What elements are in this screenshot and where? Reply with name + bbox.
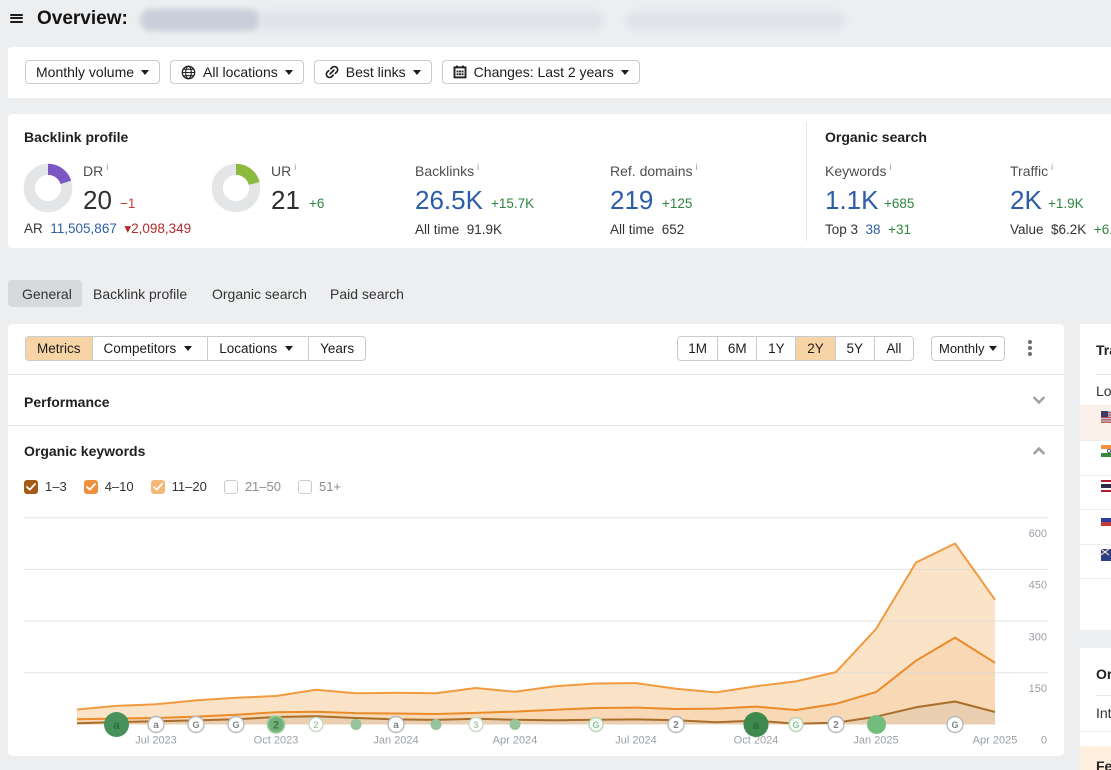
svg-text:0: 0 [1041, 735, 1047, 747]
svg-text:Apr 2025: Apr 2025 [973, 735, 1018, 747]
svg-text:G: G [192, 720, 199, 730]
svg-text:300: 300 [1029, 631, 1047, 643]
svg-text:Jul 2023: Jul 2023 [135, 735, 177, 747]
svg-text:150: 150 [1029, 683, 1047, 695]
svg-text:450: 450 [1029, 580, 1047, 592]
svg-text:Jan 2024: Jan 2024 [373, 735, 418, 747]
svg-text:a: a [153, 720, 159, 731]
svg-text:2: 2 [833, 720, 839, 731]
svg-text:G: G [232, 720, 239, 730]
svg-text:a: a [393, 720, 399, 731]
svg-text:Apr 2024: Apr 2024 [493, 735, 538, 747]
svg-text:3: 3 [473, 720, 478, 730]
svg-text:2: 2 [313, 720, 318, 730]
svg-text:Oct 2024: Oct 2024 [734, 735, 779, 747]
svg-text:Oct 2023: Oct 2023 [254, 735, 299, 747]
svg-text:600: 600 [1029, 528, 1047, 540]
svg-text:a: a [753, 718, 760, 732]
svg-text:Jul 2024: Jul 2024 [615, 735, 657, 747]
svg-text:Jan 2025: Jan 2025 [853, 735, 898, 747]
svg-text:a: a [113, 718, 120, 732]
svg-text:G: G [951, 720, 958, 730]
svg-text:2: 2 [273, 720, 279, 732]
svg-text:G: G [592, 720, 599, 730]
svg-text:2: 2 [673, 720, 679, 731]
svg-text:G: G [792, 720, 799, 730]
